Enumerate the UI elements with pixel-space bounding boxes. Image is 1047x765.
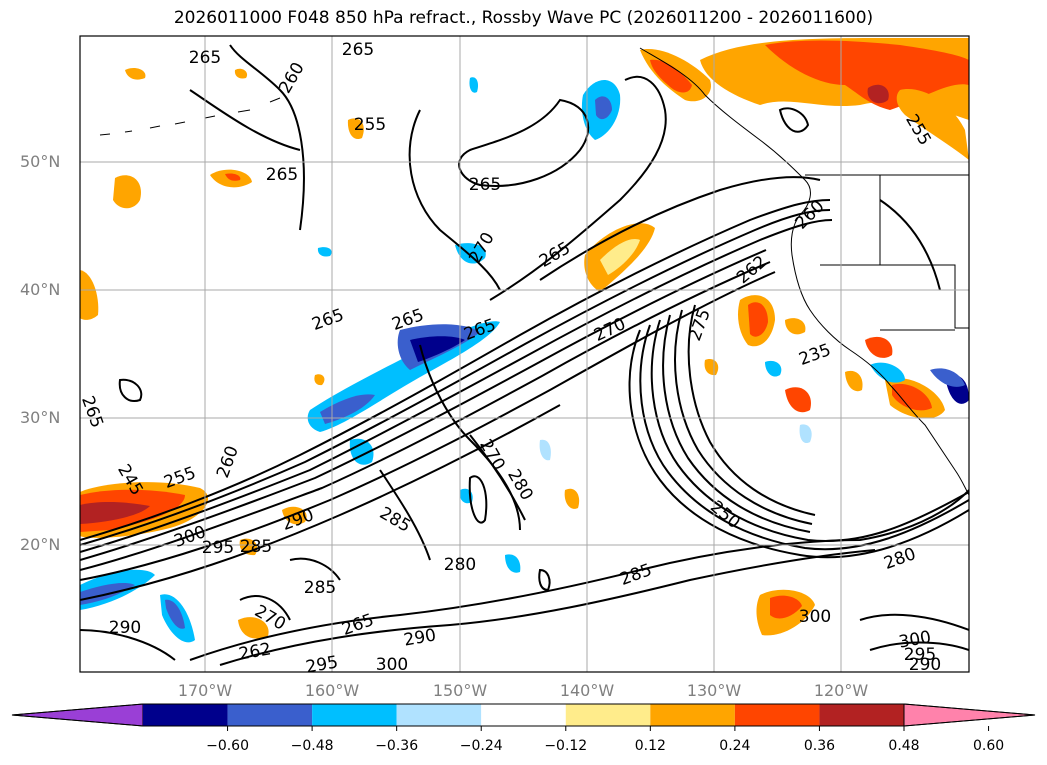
lon-label-170w: 170°W xyxy=(177,681,233,700)
lon-label-140w: 140°W xyxy=(559,681,615,700)
contour-label: 295 xyxy=(202,538,234,558)
contour-label: 265 xyxy=(469,175,501,195)
refractivity-contours xyxy=(80,44,969,666)
colorbar-segment xyxy=(396,704,482,726)
colorbar-tick-label: −0.12 xyxy=(544,738,588,754)
colorbar-extend-min xyxy=(11,703,144,727)
lat-label-30n: 30°N xyxy=(20,408,61,427)
lon-label-160w: 160°W xyxy=(304,681,360,700)
contour-label: 300 xyxy=(799,607,831,627)
lat-label-40n: 40°N xyxy=(20,280,61,299)
colorbar-segment xyxy=(734,704,820,726)
contour-label: 290 xyxy=(909,655,941,675)
colorbar-extend-max xyxy=(903,703,1036,727)
colorbar xyxy=(11,703,1036,731)
contour-label: 295 xyxy=(904,645,936,665)
shaded-positive-anomalies xyxy=(80,38,969,639)
contour-label: 295 xyxy=(304,652,339,677)
contour-label: 290 xyxy=(109,618,141,638)
colorbar-segment xyxy=(650,704,735,726)
colorbar-tick-label: 0.60 xyxy=(972,738,1005,754)
colorbar-tick-label: 0.24 xyxy=(719,738,751,754)
colorbar-tick-label: 0.48 xyxy=(888,738,920,754)
colorbar-segment xyxy=(143,704,228,726)
contour-label: 265 xyxy=(266,165,298,185)
lon-label-130w: 130°W xyxy=(686,681,742,700)
lon-label-120w: 120°W xyxy=(813,681,869,700)
contour-label: 280 xyxy=(444,555,476,575)
colorbar-segment xyxy=(819,704,904,726)
contour-label: 300 xyxy=(376,655,408,675)
contour-label: 265 xyxy=(342,40,374,60)
lon-label-150w: 150°W xyxy=(432,681,488,700)
lat-lon-grid xyxy=(80,36,969,672)
colorbar-segment xyxy=(312,704,397,726)
shaded-negative-anomalies xyxy=(80,77,969,643)
colorbar-outline xyxy=(11,703,1036,727)
colorbar-tick-label: −0.24 xyxy=(459,738,503,754)
contour-label: 255 xyxy=(354,115,386,135)
coastlines xyxy=(99,47,969,496)
colorbar-tick-label: −0.36 xyxy=(375,738,419,754)
colorbar-segment xyxy=(227,704,313,726)
lat-label-50n: 50°N xyxy=(20,152,61,171)
map-frame xyxy=(79,35,970,673)
contour-label: 285 xyxy=(240,537,272,557)
colorbar-tick-label: 0.12 xyxy=(634,738,666,754)
colorbar-tick-label: −0.60 xyxy=(206,738,249,754)
colorbar-tick-label: 0.36 xyxy=(803,738,836,754)
colorbar-segment xyxy=(565,704,651,726)
colorbar-segment xyxy=(481,704,566,726)
lat-label-20n: 20°N xyxy=(20,535,61,554)
contour-label: 285 xyxy=(304,578,336,598)
colorbar-tick-label: −0.48 xyxy=(290,738,334,754)
map-title: 2026011000 F048 850 hPa refract., Rossby… xyxy=(173,8,874,28)
contour-label: 265 xyxy=(189,48,221,68)
